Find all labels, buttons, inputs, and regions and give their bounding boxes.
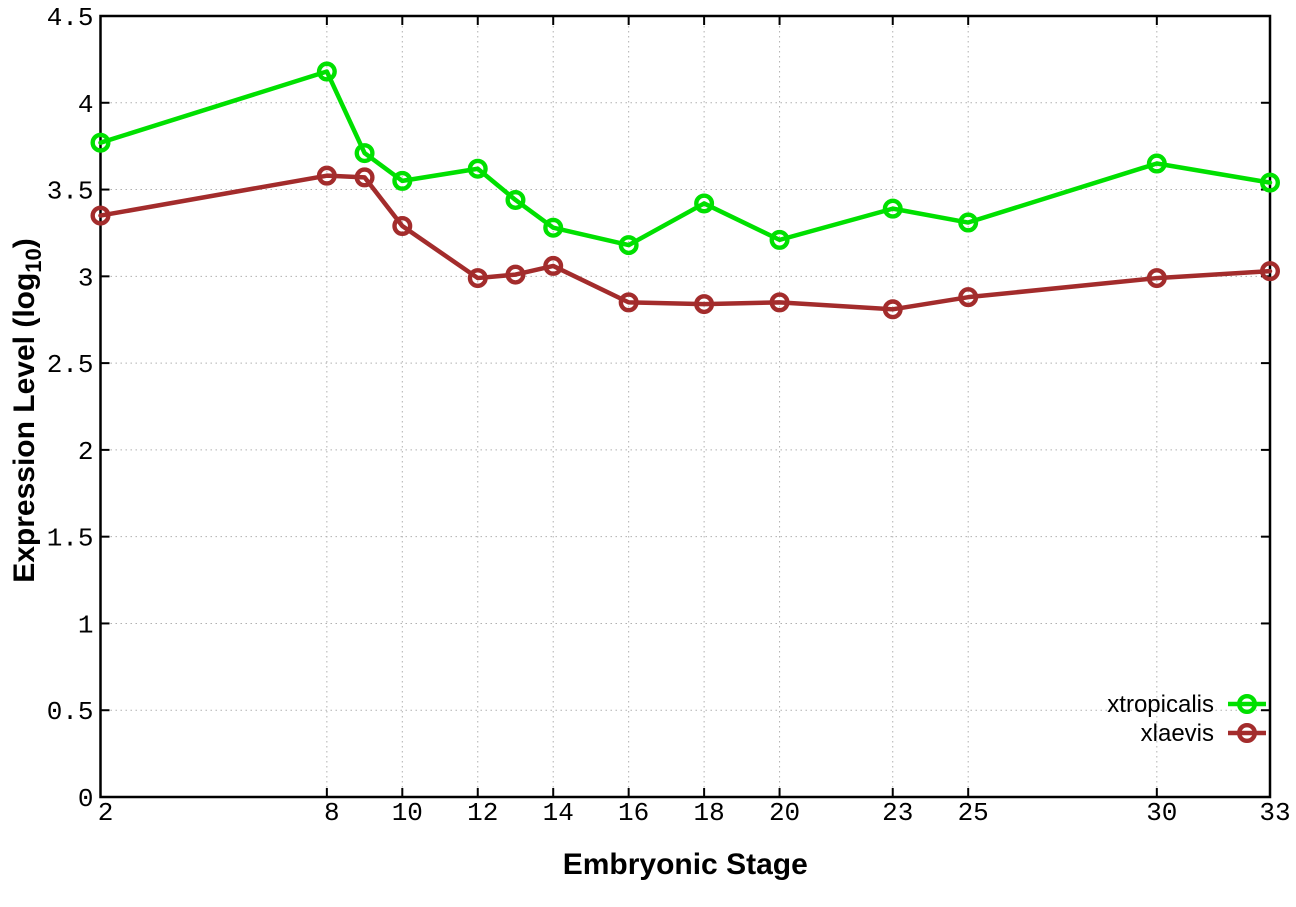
data-point-xtropicalis: [467, 158, 488, 179]
data-point-xlaevis: [392, 216, 413, 237]
y-tick-label: 0: [78, 784, 94, 814]
y-tick-label: 1.5: [47, 524, 94, 554]
x-axis-title: Embryonic Stage: [563, 848, 808, 881]
legend-label-xlaevis: xlaevis: [1141, 720, 1214, 747]
data-point-xtropicalis: [90, 132, 111, 153]
legend-sample-marker-xlaevis: [1236, 723, 1257, 744]
x-tick-label: 8: [324, 798, 340, 828]
data-point-xlaevis: [618, 292, 639, 313]
y-tick-label: 2.5: [47, 350, 94, 380]
data-point-xlaevis: [354, 167, 375, 188]
series-xtropicalis: [90, 61, 1280, 256]
x-tick-label: 12: [467, 798, 498, 828]
data-point-xlaevis: [694, 294, 715, 315]
y-tick-labels: 0 0.5 1 1.5 2 2.5 3 3.5 4 4.5: [47, 3, 94, 814]
x-tick-label: 16: [618, 798, 649, 828]
x-tick-labels: 2 8 10 12 14 16 18 20 23 25 30 33: [98, 798, 1291, 828]
data-point-xlaevis: [316, 165, 337, 186]
data-point-xlaevis: [958, 287, 979, 308]
data-point-xtropicalis: [1259, 172, 1280, 193]
legend-sample-marker-xtropicalis: [1236, 694, 1257, 715]
data-point-xlaevis: [467, 268, 488, 289]
data-point-xtropicalis: [769, 229, 790, 250]
data-point-xtropicalis: [694, 193, 715, 214]
y-tick-label: 3: [78, 263, 94, 293]
data-point-xlaevis: [505, 264, 526, 285]
legend-label-xtropicalis: xtropicalis: [1107, 691, 1214, 718]
data-point-xtropicalis: [316, 61, 337, 82]
data-point-xtropicalis: [618, 235, 639, 256]
data-point-xlaevis: [1146, 268, 1167, 289]
x-tick-label: 23: [882, 798, 913, 828]
data-point-xtropicalis: [1146, 153, 1167, 174]
legend-entry-xlaevis: xlaevis: [1141, 720, 1266, 747]
y-tick-label: 4.5: [47, 3, 94, 33]
series-line-xlaevis: [98, 173, 1273, 312]
series-xlaevis: [90, 165, 1280, 320]
y-tick-label: 1: [78, 610, 94, 640]
y-tick-label: 0.5: [47, 697, 94, 727]
x-tick-label: 30: [1146, 798, 1177, 828]
y-tick-label: 3.5: [47, 177, 94, 207]
data-point-xlaevis: [90, 205, 111, 226]
data-point-xlaevis: [769, 292, 790, 313]
data-point-xtropicalis: [543, 217, 564, 238]
tick-marks: [99, 15, 1271, 798]
x-tick-label: 14: [543, 798, 574, 828]
y-axis-title: Expression Level (log10): [8, 238, 46, 583]
gridlines: [100, 15, 1271, 798]
x-tick-label: 2: [98, 798, 114, 828]
x-tick-label: 33: [1259, 798, 1290, 828]
data-point-xtropicalis: [958, 212, 979, 233]
x-tick-label: 10: [392, 798, 423, 828]
data-point-xtropicalis: [354, 143, 375, 164]
data-point-xtropicalis: [505, 189, 526, 210]
data-point-xlaevis: [882, 299, 903, 320]
data-point-xtropicalis: [392, 170, 413, 191]
data-point-xlaevis: [543, 255, 564, 276]
y-tick-label: 2: [78, 437, 94, 467]
series-line-xtropicalis: [98, 69, 1273, 248]
y-tick-label: 4: [78, 90, 94, 120]
data-point-xlaevis: [1259, 261, 1280, 282]
x-tick-label: 25: [958, 798, 989, 828]
legend-entry-xtropicalis: xtropicalis: [1107, 691, 1266, 718]
plot-border: [99, 14, 1272, 799]
x-tick-label: 20: [769, 798, 800, 828]
data-point-xtropicalis: [882, 198, 903, 219]
x-tick-label: 18: [694, 798, 725, 828]
